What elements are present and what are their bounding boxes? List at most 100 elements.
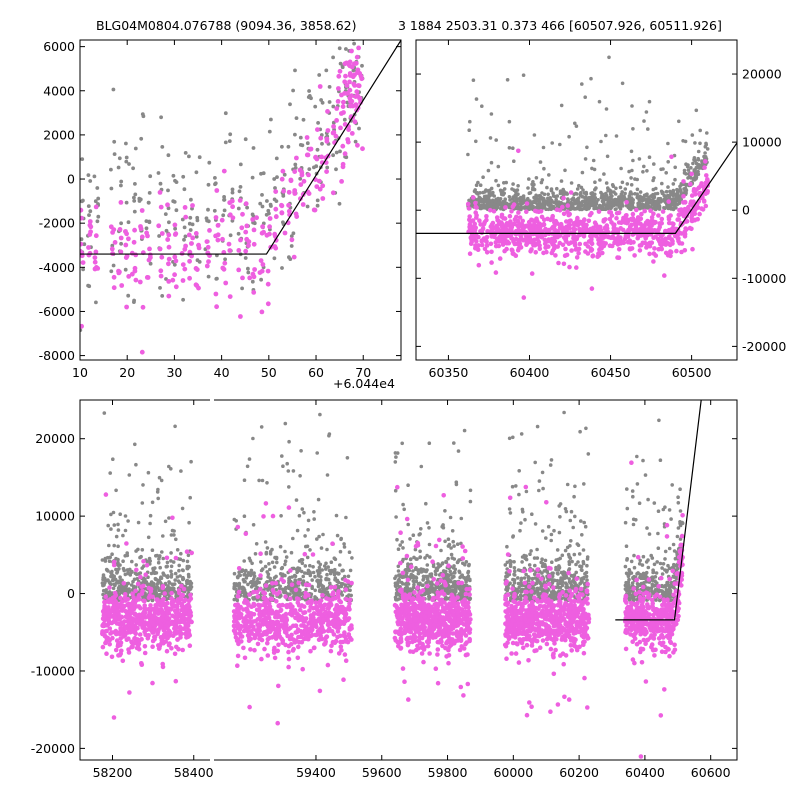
gray-point xyxy=(587,203,591,208)
gray-point xyxy=(675,187,679,192)
gray-point xyxy=(111,578,115,583)
gray-point xyxy=(316,574,321,578)
gray-point xyxy=(146,470,151,475)
magenta-point xyxy=(158,273,164,279)
gray-point xyxy=(164,228,169,233)
gray-point xyxy=(693,141,697,145)
gray-point xyxy=(266,208,271,213)
gray-point xyxy=(393,460,398,464)
gray-point xyxy=(173,571,178,576)
gray-point xyxy=(316,121,320,125)
magenta-point xyxy=(325,128,331,133)
gray-point xyxy=(150,598,155,602)
gray-point xyxy=(312,517,317,521)
magenta-point xyxy=(179,251,185,256)
magenta-point xyxy=(566,212,571,218)
magenta-point xyxy=(312,207,318,213)
gray-point xyxy=(344,47,348,51)
magenta-point xyxy=(279,203,285,209)
magenta-point xyxy=(497,256,503,261)
magenta-point xyxy=(181,608,187,613)
gray-point xyxy=(538,160,543,164)
magenta-point xyxy=(574,265,579,270)
gray-point xyxy=(300,558,305,562)
magenta-point xyxy=(196,285,201,291)
gray-point xyxy=(507,195,512,199)
magenta-point xyxy=(116,653,121,658)
gray-point xyxy=(590,166,594,171)
magenta-point xyxy=(616,210,622,216)
magenta-point xyxy=(509,209,514,214)
gray-point xyxy=(550,141,554,145)
gray-point xyxy=(318,562,323,567)
gray-point xyxy=(269,117,273,122)
y-tick-label: 4000 xyxy=(43,83,75,98)
gray-point xyxy=(321,532,325,537)
gray-point xyxy=(80,157,85,162)
gray-point xyxy=(160,550,164,554)
gray-point xyxy=(181,174,186,179)
gray-point xyxy=(331,153,335,158)
magenta-point xyxy=(246,243,251,248)
magenta-point xyxy=(466,206,472,211)
gray-point xyxy=(254,580,259,584)
gray-point xyxy=(114,488,118,493)
gray-point xyxy=(315,537,319,541)
magenta-point xyxy=(173,678,179,684)
gray-point xyxy=(544,207,548,211)
gray-point xyxy=(515,197,519,201)
gray-point xyxy=(240,569,244,573)
gray-point xyxy=(114,534,119,539)
magenta-point xyxy=(681,194,686,199)
magenta-point xyxy=(146,633,151,638)
gray-point xyxy=(152,571,157,575)
gray-point xyxy=(479,206,484,211)
magenta-point xyxy=(556,260,561,266)
gray-point xyxy=(173,178,177,183)
gray-point xyxy=(423,556,427,560)
gray-point xyxy=(163,519,168,524)
gray-point xyxy=(406,582,411,586)
magenta-point xyxy=(132,636,137,641)
gray-point xyxy=(324,576,328,581)
magenta-point xyxy=(109,654,115,660)
gray-point xyxy=(250,581,255,586)
gray-point xyxy=(165,560,170,565)
magenta-point xyxy=(106,619,112,625)
magenta-point xyxy=(505,239,510,244)
magenta-point xyxy=(148,603,153,608)
magenta-point xyxy=(215,237,221,243)
gray-point xyxy=(171,582,176,587)
gray-point xyxy=(250,212,255,217)
magenta-point xyxy=(126,601,131,607)
magenta-point xyxy=(137,638,142,643)
magenta-point xyxy=(535,237,540,242)
gray-point xyxy=(623,191,627,196)
magenta-point xyxy=(670,238,675,244)
magenta-point xyxy=(572,227,578,232)
gray-point xyxy=(412,576,416,580)
gray-point xyxy=(683,187,688,191)
gray-point xyxy=(257,478,261,483)
magenta-point xyxy=(504,246,509,252)
gray-point xyxy=(570,204,575,208)
magenta-point xyxy=(136,604,142,609)
magenta-point xyxy=(166,261,171,267)
gray-point xyxy=(444,560,449,565)
magenta-point xyxy=(609,213,615,218)
gray-point xyxy=(124,200,129,205)
gray-point xyxy=(313,104,318,109)
gray-point xyxy=(604,181,609,185)
magenta-point xyxy=(608,235,613,240)
gray-point xyxy=(575,206,579,211)
magenta-point xyxy=(679,211,684,217)
gray-point xyxy=(264,551,269,556)
magenta-point xyxy=(510,236,515,242)
magenta-point xyxy=(353,60,359,66)
magenta-point xyxy=(150,680,155,686)
magenta-point xyxy=(575,222,581,227)
magenta-point xyxy=(259,268,265,274)
magenta-point xyxy=(240,275,245,281)
gray-point xyxy=(614,134,619,138)
top-left-points xyxy=(80,40,401,355)
